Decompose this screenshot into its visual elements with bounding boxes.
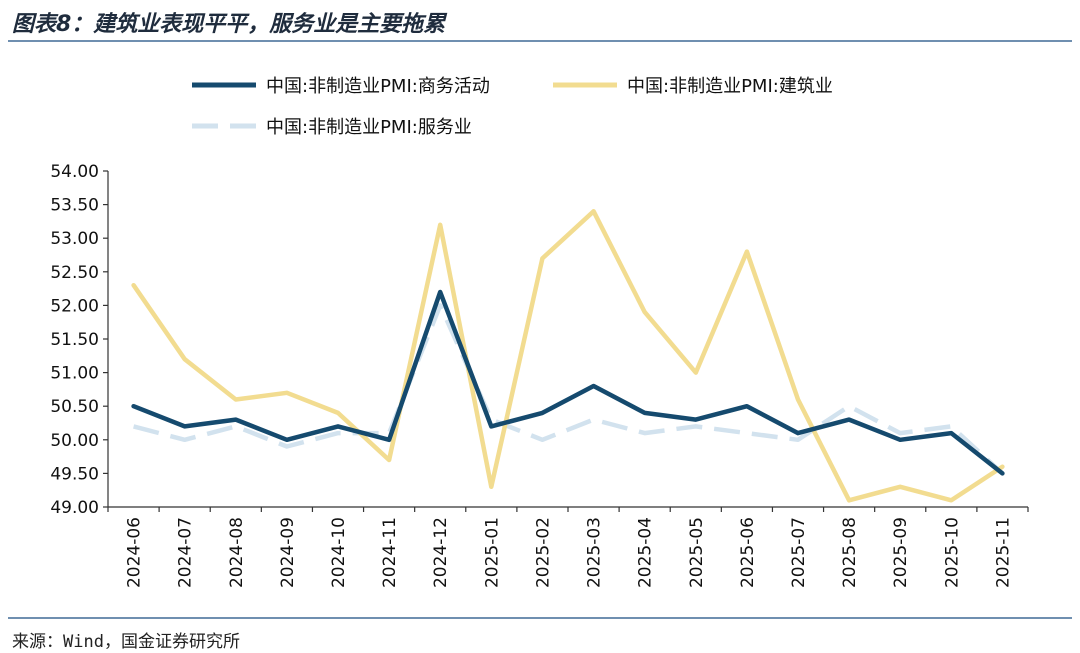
- y-tick-label: 49.00: [50, 498, 99, 518]
- x-tick-label: 2025-10: [942, 517, 962, 588]
- y-axis: 49.00 49.50 50.00 50.50 51.00 51.50 52.00 52.50…: [50, 162, 109, 518]
- source-note: 来源：Wind，国金证券研究所: [12, 632, 240, 652]
- x-tick-label: 2025-04: [636, 517, 656, 588]
- x-tick-label: 2025-06: [738, 517, 758, 588]
- y-tick-label: 54.00: [50, 162, 99, 182]
- y-tick-label: 52.00: [50, 296, 99, 316]
- y-tick-label: 52.50: [50, 263, 99, 283]
- x-tick-label: 2025-08: [840, 517, 860, 588]
- series-line-3: [133, 303, 1004, 476]
- x-tick-label: 2024-06: [125, 517, 145, 588]
- x-axis: 2024-06 2024-07 2024-08 2024-09 2024-10 2024-…: [107, 506, 1029, 588]
- x-tick-label: 2024-10: [329, 517, 349, 588]
- legend-label: 中国:非制造业PMI:服务业: [266, 117, 472, 138]
- y-tick-label: 51.00: [50, 364, 99, 384]
- series-line-1: [131, 289, 1005, 476]
- chart-title: 图表8：建筑业表现平平，服务业是主要拖累: [12, 12, 446, 37]
- x-tick-label: 2025-02: [533, 517, 553, 588]
- x-tick-label: 2025-03: [585, 517, 605, 588]
- y-tick-label: 53.00: [50, 229, 99, 249]
- x-tick-label: 2025-11: [993, 517, 1013, 588]
- series-lines: [131, 209, 1005, 503]
- y-tick-label: 50.00: [50, 431, 99, 451]
- legend-label: 中国:非制造业PMI:商务活动: [266, 76, 490, 97]
- x-tick-label: 2024-11: [380, 517, 400, 588]
- legend: 中国:非制造业PMI:商务活动 中国:非制造业PMI:建筑业中国:非制造业PMI:…: [192, 76, 833, 138]
- x-tick-label: 2024-12: [431, 517, 451, 588]
- y-tick-label: 49.50: [50, 464, 99, 484]
- y-tick-label: 53.50: [50, 196, 99, 216]
- legend-label: 中国:非制造业PMI:建筑业: [627, 76, 833, 97]
- x-tick-label: 2025-05: [687, 517, 707, 588]
- y-tick-label: 51.50: [50, 330, 99, 350]
- x-tick-label: 2025-07: [789, 517, 809, 588]
- series-line-2: [131, 209, 1005, 503]
- x-tick-label: 2024-09: [278, 517, 298, 588]
- x-tick-label: 2025-01: [482, 517, 502, 588]
- y-tick-label: 50.50: [50, 397, 99, 417]
- x-tick-label: 2024-07: [176, 517, 196, 588]
- top-divider: [8, 40, 1072, 42]
- x-tick-label: 2025-09: [891, 517, 911, 588]
- x-tick-label: 2024-08: [227, 517, 247, 588]
- bottom-divider: [8, 617, 1072, 619]
